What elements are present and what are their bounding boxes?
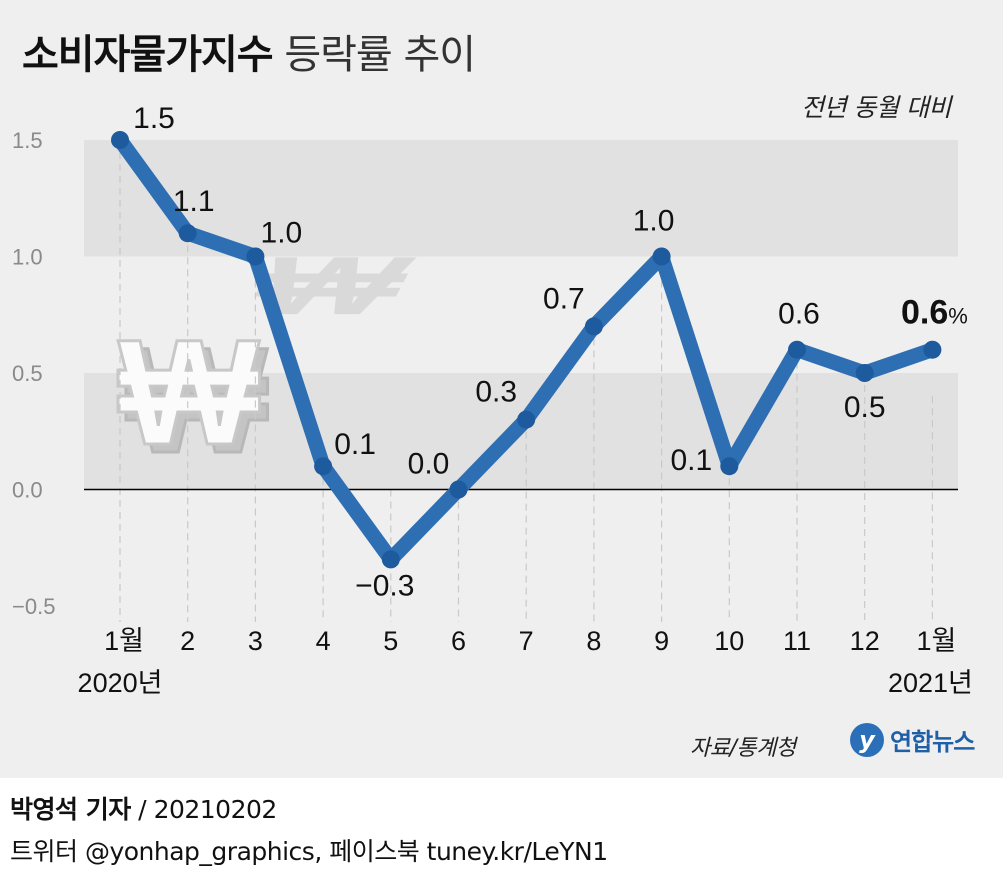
x-tick-label: 3 [248, 626, 263, 656]
year-label-2020: 2020년 [78, 668, 163, 698]
logo-mark-icon: y [850, 722, 884, 757]
x-tick-label: 6 [451, 626, 466, 656]
data-label: 1.0 [261, 217, 303, 250]
source-label: 자료/통계청 [690, 736, 796, 761]
title-light: 등락률 추이 [284, 32, 476, 78]
won-depth-icon: ₩ [126, 316, 268, 484]
data-point [178, 224, 197, 243]
y-tick-label: 0.5 [12, 361, 43, 386]
social-links: 트위터 @yonhap_graphics, 페이스북 tuney.kr/LeYN… [10, 837, 608, 866]
data-point [246, 247, 265, 266]
x-tick-label: 1월 [916, 626, 956, 656]
x-tick-label: 11 [783, 626, 811, 656]
x-tick-label: 2 [180, 626, 195, 656]
data-label: 1.1 [173, 185, 215, 218]
x-tick-label: 7 [519, 626, 534, 656]
credit-separator: / [138, 795, 147, 824]
data-point [449, 480, 468, 499]
data-label: 0.6 [778, 298, 820, 331]
data-label: 0.7 [543, 282, 585, 315]
data-point [855, 364, 874, 382]
title-bold: 소비자물가지수 [22, 32, 274, 78]
chart-title: 소비자물가지수 등락률 추이 [22, 22, 476, 80]
x-tick-label: 9 [654, 626, 669, 656]
data-label: 0.6% [901, 294, 968, 332]
data-label: 0.0 [408, 448, 450, 481]
data-label: 1.5 [133, 102, 175, 135]
x-tick-label: 4 [316, 626, 331, 656]
x-tick-label: 1월 [104, 626, 144, 656]
x-tick-label: 5 [383, 626, 398, 656]
grid-band-upper [84, 140, 958, 257]
y-tick-label: −0.5 [12, 594, 55, 619]
reporter-name: 박영석 기자 [10, 795, 131, 824]
data-point [788, 340, 806, 359]
x-tick-label: 12 [850, 626, 880, 656]
credit-line: 박영석 기자 / 20210202 [10, 790, 277, 826]
data-label: 0.1 [670, 444, 712, 477]
data-label: −0.3 [355, 569, 414, 602]
logo-text: 연합뉴스 [890, 728, 975, 756]
data-point [314, 457, 333, 476]
data-point [517, 410, 536, 429]
data-point [720, 457, 739, 476]
yonhap-logo: y 연합뉴스 [850, 722, 975, 757]
data-label: 0.5 [844, 391, 886, 424]
line-chart: ₩₩₩1.51.00.50.0−0.51.51.11.00.1−0.30.00.… [12, 102, 973, 698]
x-tick-label: 8 [586, 626, 601, 656]
credit-date: 20210202 [153, 795, 278, 824]
data-point [652, 247, 671, 266]
year-label-2021: 2021년 [888, 668, 973, 698]
y-tick-label: 0.0 [12, 478, 43, 503]
x-tick-label: 10 [714, 626, 744, 656]
data-label: 1.0 [633, 205, 675, 238]
data-point [381, 550, 400, 569]
y-tick-label: 1.0 [12, 245, 43, 270]
data-label: 0.3 [475, 376, 517, 409]
data-label: 0.1 [334, 428, 376, 461]
won-symbol-icon: ₩ [118, 308, 260, 476]
data-point [111, 131, 129, 149]
y-tick-label: 1.5 [12, 128, 43, 153]
unit-note: 전년 동월 대비 [801, 93, 951, 122]
data-point [584, 317, 603, 336]
data-label-unit: % [948, 304, 968, 329]
data-point [923, 340, 942, 359]
